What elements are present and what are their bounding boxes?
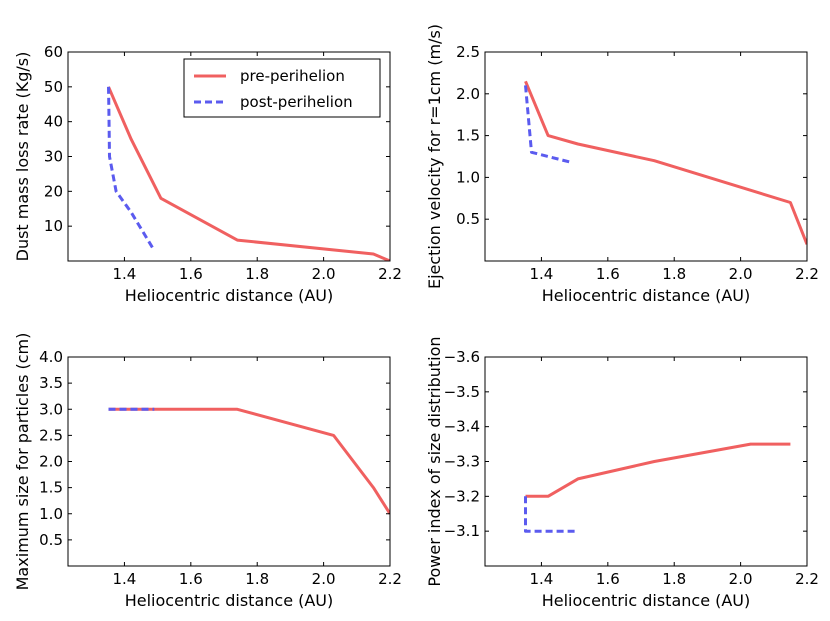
x-axis-label: Heliocentric distance (AU) [125,286,334,305]
x-tick-label: 1.4 [530,570,554,588]
x-tick-label: 2.2 [378,570,402,588]
y-tick-label: 2.5 [39,426,63,444]
x-tick-label: 1.8 [662,265,686,283]
x-tick-label: 2.0 [312,265,336,283]
y-tick-label: −3.6 [444,348,480,366]
post-perihelion-line-2 [524,85,572,164]
y-tick-label: −3.3 [444,453,480,471]
x-tick-label: 1.4 [113,570,137,588]
x-tick-label: 2.2 [378,265,402,283]
axes-frame-4 [484,356,808,567]
y-tick-label: 30 [44,148,63,166]
legend-box [183,58,381,118]
y-tick-label: 50 [44,78,63,96]
pre-perihelion-line-1 [107,86,390,261]
y-tick-label: 2.5 [456,43,480,61]
y-tick-label: 40 [44,113,63,131]
x-tick-label: 2.2 [795,570,819,588]
x-axis-label: Heliocentric distance (AU) [125,591,334,610]
y-axis-label: Ejection velocity for r=1cm (m/s) [425,24,444,289]
y-tick-label: 1.0 [456,168,480,186]
pre-perihelion-line-4 [525,442,791,498]
y-tick-label: 10 [44,217,63,235]
legend: pre-perihelion post-perihelion [183,58,381,118]
y-tick-label: −3.4 [444,418,480,436]
post-perihelion-line-4 [524,496,578,533]
x-tick-label: 1.8 [662,570,686,588]
x-axis-label: Heliocentric distance (AU) [542,286,751,305]
axes-frame-3 [67,356,391,567]
x-tick-label: 1.4 [530,265,554,283]
x-tick-label: 1.6 [179,265,203,283]
y-tick-label: 2.0 [39,453,63,471]
x-axis-label: Heliocentric distance (AU) [542,591,751,610]
panel-3: 1.4 1.6 1.8 2.0 2.2 0.5 1.0 1.5 2.0 2.5 3.0 3.5 4.0 H… [13,333,402,610]
panel-4: 1.4 1.6 1.8 2.0 2.2 −3.1 −3.2 −3.3 −3.4 −3.5 −3.6 H… [425,336,819,610]
x-tick-label: 2.0 [729,265,753,283]
y-axis-label: Dust mass loss rate (Kg/s) [13,52,32,262]
x-tick-label: 2.0 [312,570,336,588]
y-tick-label: 1.5 [39,479,63,497]
x-tick-label: 1.8 [245,570,269,588]
y-tick-label: −3.2 [444,487,480,505]
x-tick-label: 2.0 [729,570,753,588]
y-tick-label: 60 [44,43,63,61]
y-axis-label: Power index of size distribution [425,336,444,586]
y-axis-label: Maximum size for particles (cm) [13,333,32,591]
y-tick-label: 3.0 [39,400,63,418]
x-tick-label: 2.2 [795,265,819,283]
legend-post-label: post-perihelion [240,93,353,111]
y-tick-label: 1.5 [456,127,480,145]
y-tick-label: 20 [44,182,63,200]
x-tick-label: 1.6 [179,570,203,588]
y-tick-label: 2.0 [456,85,480,103]
y-tick-label: 0.5 [456,210,480,228]
pre-perihelion-line-3 [108,407,390,515]
x-tick-label: 1.4 [113,265,137,283]
panel-2: 1.4 1.6 1.8 2.0 2.2 0.5 1.0 1.5 2.0 2.5 Heliocentr… [425,24,819,305]
y-tick-label: 1.0 [39,505,63,523]
y-tick-label: −3.1 [444,522,480,540]
post-perihelion-line-1 [107,86,156,252]
y-tick-label: 3.5 [39,374,63,392]
y-tick-label: 0.5 [39,531,63,549]
y-tick-label: −3.5 [444,383,480,401]
axes-frame-2 [484,51,808,262]
panel-1: 1.4 1.6 1.8 2.0 2.2 10 20 30 40 50 60 Heliocentric … [13,43,402,305]
y-tick-label: 4.0 [39,348,63,366]
x-tick-label: 1.6 [596,265,620,283]
x-tick-label: 1.8 [245,265,269,283]
pre-perihelion-line-2 [524,80,807,245]
legend-pre-label: pre-perihelion [240,67,345,85]
x-tick-label: 1.6 [596,570,620,588]
